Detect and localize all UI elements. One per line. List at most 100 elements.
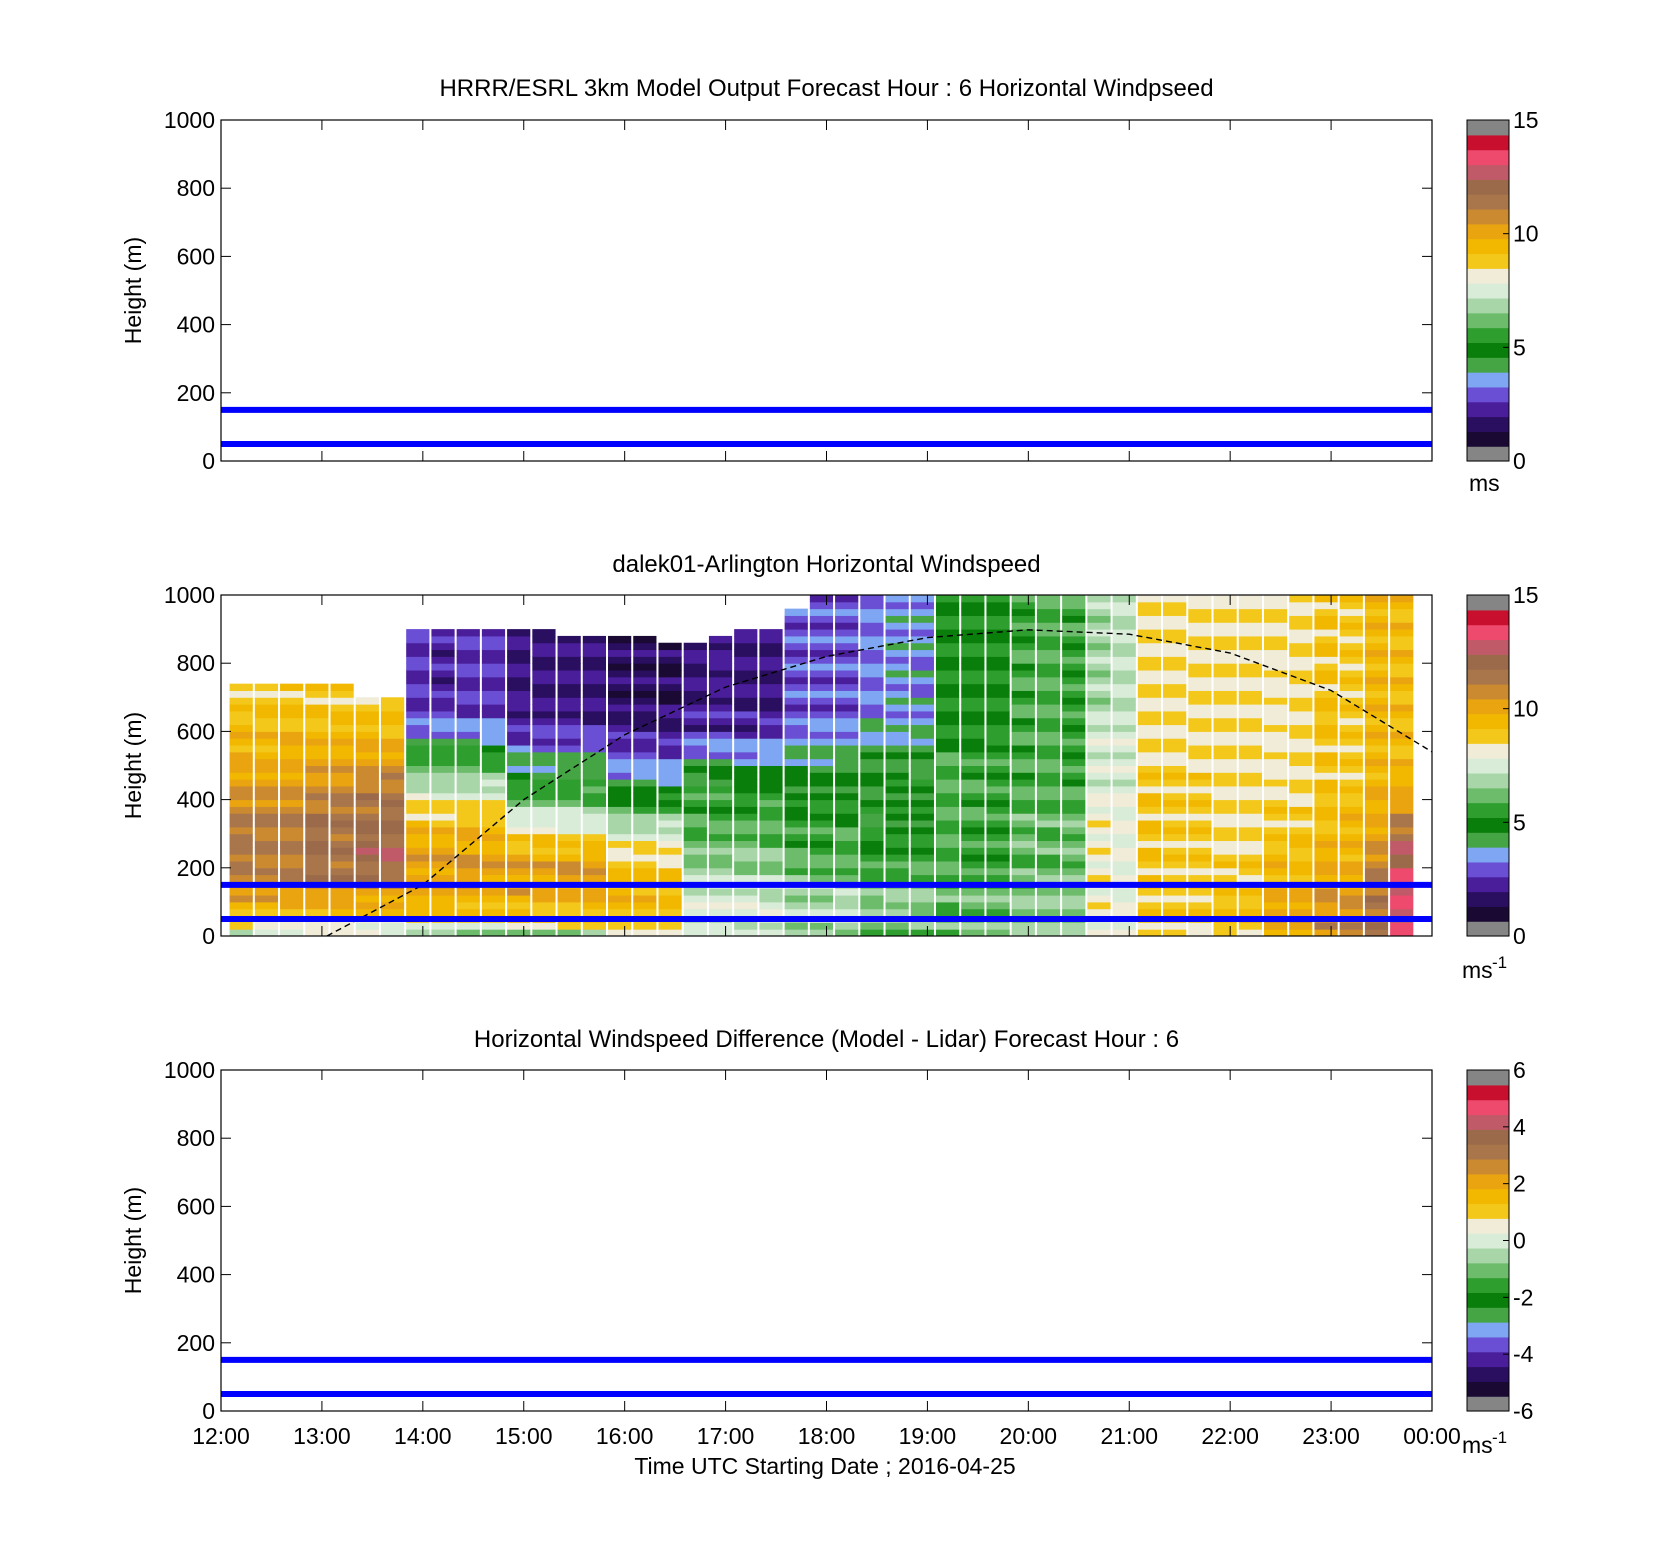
- heatmap-cell: [254, 745, 279, 753]
- heatmap-cell: [1112, 908, 1136, 917]
- heatmap-cell: [1339, 847, 1363, 855]
- heatmap-cell: [280, 867, 304, 876]
- heatmap-cell: [229, 854, 253, 862]
- heatmap-cell: [860, 888, 884, 896]
- heatmap-cell: [860, 690, 884, 698]
- heatmap-cell: [935, 854, 960, 862]
- heatmap-cell: [658, 690, 682, 698]
- heatmap-cell: [683, 854, 707, 862]
- heatmap-cell: [1163, 738, 1187, 746]
- heatmap-cell: [1163, 820, 1187, 828]
- heatmap-cell: [835, 751, 859, 760]
- heatmap-cell: [608, 888, 632, 896]
- heatmap-cell: [1163, 765, 1187, 773]
- heatmap-cell: [1188, 731, 1212, 739]
- heatmap-cell: [708, 854, 733, 862]
- heatmap-cell: [431, 799, 455, 807]
- colorbar-segment: [1467, 1070, 1509, 1086]
- heatmap-cell: [1011, 901, 1035, 910]
- heatmap-cell: [935, 860, 960, 869]
- heatmap-cell: [1112, 608, 1136, 616]
- colorbar-segment: [1467, 1381, 1509, 1397]
- heatmap-cell: [1188, 690, 1212, 698]
- colorbar-segment: [1467, 386, 1509, 403]
- heatmap-cell: [280, 847, 304, 855]
- heatmap-cell: [986, 929, 1010, 937]
- heatmap-cell: [456, 635, 480, 644]
- heatmap-cell: [1163, 772, 1187, 780]
- heatmap-cell: [1087, 635, 1111, 644]
- heatmap-cell: [1339, 738, 1363, 746]
- heatmap-cell: [431, 867, 455, 876]
- heatmap-cell: [734, 710, 758, 719]
- heatmap-cell: [355, 697, 379, 705]
- heatmap-cell: [1112, 724, 1136, 732]
- heatmap-cell: [1289, 731, 1313, 739]
- heatmap-cell: [986, 792, 1010, 801]
- heatmap-cell: [507, 724, 531, 732]
- heatmap-cell: [481, 833, 506, 842]
- heatmap-cell: [1238, 922, 1262, 930]
- heatmap-cell: [532, 833, 556, 842]
- heatmap-cell: [532, 840, 556, 848]
- heatmap-cell: [835, 717, 859, 726]
- heatmap-cell: [784, 860, 808, 869]
- heatmap-cell: [1339, 888, 1363, 896]
- heatmap-cell: [1062, 731, 1086, 739]
- heatmap-cell: [1213, 629, 1237, 637]
- heatmap-cell: [809, 731, 834, 739]
- colorbar-tick-label: 5: [1513, 334, 1526, 360]
- heatmap-cell: [961, 710, 985, 719]
- heatmap-cell: [1238, 717, 1262, 726]
- heatmap-cell: [582, 683, 606, 691]
- heatmap-cell: [608, 710, 632, 719]
- heatmap-cell: [633, 785, 657, 794]
- heatmap-cell: [1263, 820, 1288, 828]
- heatmap-cell: [1289, 840, 1313, 848]
- heatmap-cell: [860, 813, 884, 821]
- heatmap-cell: [330, 704, 354, 712]
- heatmap-cell: [910, 867, 934, 876]
- heatmap-cell: [1263, 622, 1288, 630]
- heatmap-cell: [683, 663, 707, 671]
- heatmap-cell: [481, 663, 506, 671]
- heatmap-cell: [305, 847, 329, 855]
- heatmap-cell: [784, 690, 808, 698]
- heatmap-cell: [380, 806, 405, 814]
- heatmap-cell: [1364, 785, 1389, 794]
- heatmap-cell: [608, 929, 632, 937]
- heatmap-cell: [1263, 772, 1288, 780]
- heatmap-cell: [1364, 888, 1389, 896]
- heatmap-cell: [1062, 642, 1086, 651]
- heatmap-cell: [1289, 622, 1313, 630]
- heatmap-cell: [557, 676, 581, 685]
- heatmap-cell: [860, 772, 884, 780]
- heatmap-cell: [456, 758, 480, 766]
- heatmap-cell: [885, 922, 909, 930]
- heatmap-cell: [809, 608, 834, 616]
- heatmap-cell: [935, 820, 960, 828]
- heatmap-cell: [1263, 867, 1288, 876]
- heatmap-cell: [1339, 806, 1363, 814]
- panel-title: dalek01-Arlington Horizontal Windspeed: [612, 551, 1040, 578]
- heatmap-cell: [1011, 799, 1035, 807]
- heatmap-cell: [885, 785, 909, 794]
- heatmap-cell: [1062, 847, 1086, 855]
- colorbar-unit: ms: [1469, 470, 1500, 496]
- heatmap-cell: [1087, 888, 1111, 896]
- heatmap-cell: [910, 826, 934, 835]
- heatmap-cell: [860, 676, 884, 685]
- heatmap-cell: [986, 867, 1010, 876]
- heatmap-cell: [280, 813, 304, 821]
- heatmap-cell: [1137, 867, 1162, 876]
- heatmap-cell: [809, 738, 834, 746]
- heatmap-cell: [1112, 820, 1136, 828]
- heatmap-cell: [986, 717, 1010, 726]
- heatmap-cell: [1390, 622, 1414, 630]
- heatmap-cell: [935, 833, 960, 842]
- heatmap-cell: [1062, 929, 1086, 937]
- heatmap-cell: [1289, 929, 1313, 937]
- heatmap-cell: [1314, 820, 1338, 828]
- heatmap-cell: [835, 840, 859, 848]
- heatmap-cell: [1289, 663, 1313, 671]
